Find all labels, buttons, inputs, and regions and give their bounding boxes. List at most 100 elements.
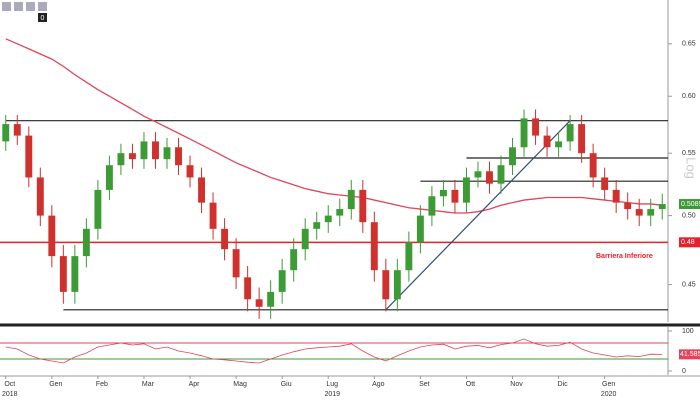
badge-box [38, 13, 47, 22]
trendline [385, 120, 571, 311]
candle-body [359, 189, 367, 223]
candle-body [59, 256, 67, 292]
candle-body [82, 228, 90, 257]
year-label: 2020 [601, 391, 617, 398]
candle-body [255, 299, 263, 307]
candle-body [486, 171, 493, 184]
candle-body [462, 177, 470, 203]
x-tick-label: Ago [372, 381, 385, 388]
x-tick-label: Feb [96, 381, 108, 388]
osc-last: 41.5858 [680, 351, 700, 358]
candle-body [198, 177, 206, 203]
candle-body [543, 135, 551, 148]
candle-body [163, 147, 171, 160]
candle-body [428, 196, 436, 216]
candle-body [624, 202, 632, 210]
candle-body [25, 135, 33, 178]
moving-average [5, 38, 663, 214]
candle-body [405, 242, 413, 271]
candle-body [347, 189, 355, 210]
candle-body [221, 228, 229, 250]
x-tick-label: Mag [233, 381, 247, 388]
candle-body [105, 165, 113, 190]
candle-body [175, 147, 182, 166]
candle-body [532, 118, 540, 136]
barrier-tag [679, 237, 700, 248]
candle-body [301, 228, 309, 250]
tool-icon[interactable] [2, 2, 11, 11]
candle-body [658, 204, 666, 210]
y-tick-label: 0.65 [682, 41, 696, 48]
candle-body [578, 124, 586, 154]
last-price-tag [679, 199, 700, 210]
candle-body [128, 153, 136, 160]
candle-body [635, 209, 643, 216]
candle-body [324, 215, 332, 223]
candle-body [370, 222, 378, 271]
y-tick-label: 0.50 [682, 212, 696, 219]
x-tick-label: Apr [189, 381, 201, 388]
x-tick-label: Lug [326, 381, 338, 388]
x-tick-label: Ott [466, 381, 475, 388]
candle-body [647, 209, 655, 216]
candle-body [13, 124, 21, 136]
y-tick-label: 0.60 [682, 93, 696, 100]
candle-body [186, 165, 194, 178]
x-tick-label: Nov [510, 381, 523, 388]
oscillator-line [5, 338, 663, 364]
candle-body [336, 209, 344, 216]
osc-tick-label: 0 [682, 368, 686, 375]
candle-body [140, 141, 148, 160]
candle-body [589, 153, 597, 178]
x-tick-label: Set [419, 381, 430, 388]
barrier-value: 0.48 [681, 239, 695, 246]
candle-body [117, 153, 125, 166]
candle-body [2, 124, 10, 142]
candle-body [497, 165, 505, 184]
candle-body [232, 249, 240, 278]
candle-body [152, 141, 159, 160]
scale-label: Log [684, 157, 699, 179]
x-tick-label: Mar [142, 381, 155, 388]
candle-body [36, 177, 44, 216]
tool-icon[interactable] [38, 2, 47, 11]
candle-body [267, 291, 275, 307]
last-price: 0.5089 [681, 201, 700, 208]
x-tick-label: Gen [49, 381, 62, 388]
y-tick-label: 0.55 [682, 150, 696, 157]
badge: 0 [41, 15, 45, 22]
candle-body [601, 177, 609, 190]
candle-body [244, 277, 252, 300]
candle-body [520, 118, 528, 148]
candle-body [278, 270, 286, 292]
tool-icon[interactable] [26, 2, 35, 11]
candle-body [393, 270, 401, 300]
candle-body [94, 189, 102, 229]
osc-tick-label: 100 [682, 328, 694, 335]
candle-body [71, 256, 79, 292]
x-tick-label: Giu [281, 381, 292, 388]
candle-body [439, 189, 447, 197]
candle-body [290, 249, 298, 271]
x-tick-label: Dic [558, 381, 569, 388]
x-tick-label: Oct [4, 381, 15, 388]
osc-last-tag [679, 349, 700, 360]
candle-body [48, 215, 56, 257]
candle-body [555, 141, 563, 148]
year-label: 2019 [324, 391, 340, 398]
candle-body [474, 171, 482, 178]
candle-body [612, 189, 620, 203]
candle-body [416, 215, 424, 243]
x-tick-label: Gen [602, 381, 615, 388]
candle-body [509, 147, 516, 166]
candle-body [382, 270, 390, 300]
y-tick-label: 0.45 [682, 281, 696, 288]
tool-icon[interactable] [14, 2, 23, 11]
candle-body [313, 222, 321, 229]
barrier-name: Barriera Inferiore [596, 253, 653, 260]
year-label: 2018 [2, 391, 18, 398]
toolbar: 0 [2, 2, 47, 22]
candle-body [209, 202, 217, 229]
candle-body [566, 124, 574, 142]
